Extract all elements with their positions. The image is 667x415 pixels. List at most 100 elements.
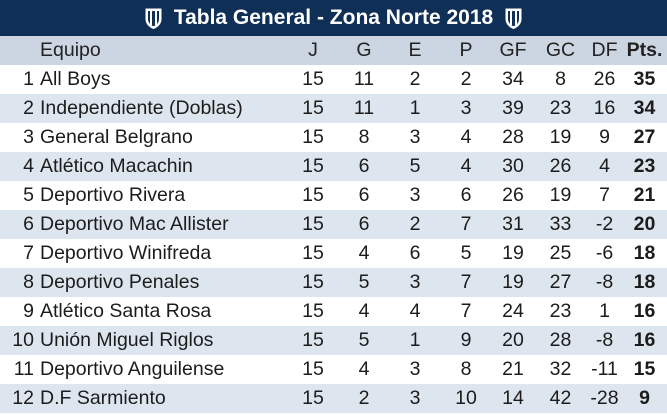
row-position: 2 — [23, 97, 34, 119]
row-drawn: 3 — [409, 358, 421, 380]
row-points: 9 — [639, 387, 650, 409]
row-team-name: Atlético Santa Rosa — [40, 300, 212, 322]
row-points: 16 — [633, 329, 656, 351]
row-played: 15 — [302, 242, 324, 264]
row-points: 21 — [633, 184, 656, 206]
row-goal-difference: 16 — [593, 97, 616, 119]
row-goal-difference: -8 — [595, 271, 614, 293]
header-goals-against: GC — [545, 39, 576, 61]
row-drawn: 1 — [409, 329, 421, 351]
row-played: 15 — [302, 213, 324, 235]
club-crest-icon — [505, 8, 522, 29]
row-team-name: Atlético Macachin — [40, 155, 193, 177]
header-won: G — [356, 39, 372, 61]
row-lost: 10 — [455, 387, 477, 409]
row-drawn: 6 — [409, 242, 421, 264]
row-drawn: 5 — [409, 155, 421, 177]
row-position: 11 — [13, 358, 34, 380]
row-won: 8 — [358, 126, 370, 148]
club-crest-icon — [145, 8, 162, 29]
row-played: 15 — [302, 358, 324, 380]
row-played: 15 — [302, 184, 324, 206]
row-drawn: 3 — [409, 387, 421, 409]
row-position: 3 — [23, 126, 34, 148]
row-position: 10 — [12, 329, 34, 351]
row-position: 8 — [23, 271, 34, 293]
row-team-name: Unión Miguel Riglos — [40, 329, 214, 351]
table-row: 5 Deportivo Rivera 15 6 3 6 26 19 7 21 — [0, 181, 667, 210]
row-goals-for: 30 — [502, 155, 524, 177]
row-drawn: 3 — [409, 184, 421, 206]
header-goal-difference: DF — [591, 39, 618, 61]
row-goals-against: 19 — [549, 126, 572, 148]
row-won: 11 — [353, 97, 375, 119]
row-goals-for: 28 — [502, 126, 524, 148]
row-lost: 7 — [460, 271, 472, 293]
row-team-name: Independiente (Doblas) — [40, 97, 243, 119]
row-goals-for: 20 — [502, 329, 524, 351]
header-goals-for: GF — [499, 39, 527, 61]
row-goals-for: 19 — [502, 271, 524, 293]
row-goals-for: 31 — [502, 213, 524, 235]
row-won: 4 — [358, 300, 370, 322]
row-played: 15 — [302, 126, 324, 148]
standings-body: 1 All Boys 15 11 2 2 34 8 26 35 2 Independiente (Do… — [0, 65, 667, 413]
row-goal-difference: 1 — [599, 300, 610, 322]
table-title-bar: Tabla General - Zona Norte 2018 — [0, 0, 667, 36]
row-team-name: All Boys — [40, 68, 111, 90]
row-goals-for: 26 — [502, 184, 524, 206]
row-goals-for: 24 — [502, 300, 524, 322]
row-points: 34 — [633, 97, 656, 119]
row-drawn: 3 — [409, 271, 421, 293]
row-position: 7 — [23, 242, 34, 264]
table-row: 9 Atlético Santa Rosa 15 4 4 7 24 23 1 16 — [0, 297, 667, 326]
standings-table: Equipo J G E P GF GC DF Pts. 1 All Boys 15… — [0, 36, 667, 413]
row-goal-difference: -8 — [595, 329, 614, 351]
row-lost: 6 — [460, 184, 472, 206]
row-goal-difference: 7 — [599, 184, 610, 206]
header-position — [0, 36, 40, 65]
row-position: 9 — [23, 300, 34, 322]
table-title: Tabla General - Zona Norte 2018 — [173, 6, 494, 29]
row-played: 15 — [302, 155, 324, 177]
row-points: 20 — [633, 213, 656, 235]
row-team-name: General Belgrano — [40, 126, 193, 148]
row-won: 11 — [353, 68, 375, 90]
row-position: 1 — [23, 68, 34, 90]
table-row: 1 All Boys 15 11 2 2 34 8 26 35 — [0, 65, 667, 94]
row-drawn: 4 — [409, 300, 421, 322]
table-row: 12 D.F Sarmiento 15 2 3 10 14 42 -28 9 — [0, 384, 667, 413]
row-played: 15 — [302, 271, 324, 293]
row-goals-against: 33 — [549, 213, 572, 235]
row-goal-difference: 26 — [593, 68, 616, 90]
row-played: 15 — [302, 300, 324, 322]
header-played: J — [308, 39, 318, 61]
row-lost: 9 — [460, 329, 472, 351]
row-won: 4 — [358, 242, 370, 264]
row-team-name: Deportivo Rivera — [40, 184, 186, 206]
row-won: 5 — [358, 329, 370, 351]
row-goal-difference: 9 — [599, 126, 610, 148]
row-goals-against: 28 — [549, 329, 572, 351]
row-points: 18 — [633, 242, 656, 264]
row-lost: 7 — [460, 213, 472, 235]
header-lost: P — [459, 39, 473, 61]
table-row: 2 Independiente (Doblas) 15 11 1 3 39 23 16 34 — [0, 94, 667, 123]
row-goals-against: 25 — [549, 242, 572, 264]
row-lost: 2 — [460, 68, 472, 90]
row-goal-difference: 4 — [599, 155, 610, 177]
row-played: 15 — [302, 329, 324, 351]
row-won: 6 — [358, 184, 370, 206]
header-drawn: E — [408, 39, 422, 61]
row-lost: 5 — [460, 242, 472, 264]
row-team-name: Deportivo Anguilense — [40, 358, 225, 380]
row-points: 35 — [633, 68, 656, 90]
row-goal-difference: -2 — [595, 213, 614, 235]
row-lost: 8 — [460, 358, 472, 380]
row-points: 18 — [633, 271, 656, 293]
row-played: 15 — [302, 387, 324, 409]
row-goals-against: 8 — [555, 68, 566, 90]
row-lost: 7 — [460, 300, 472, 322]
header-points: Pts. — [626, 39, 663, 61]
table-row: 4 Atlético Macachin 15 6 5 4 30 26 4 23 — [0, 152, 667, 181]
